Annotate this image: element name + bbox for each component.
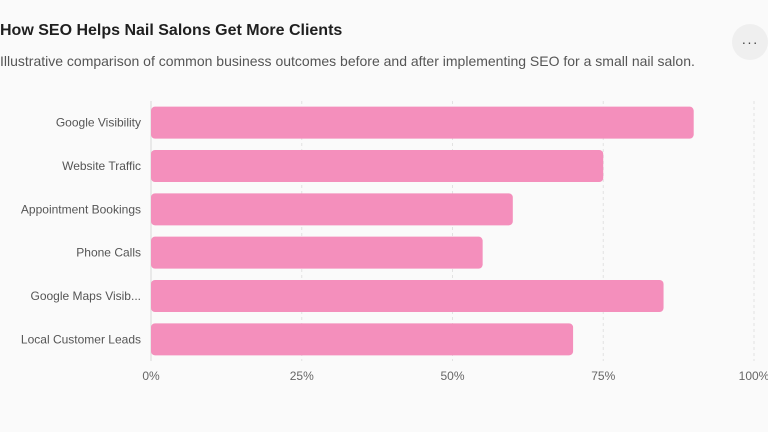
category-label: Google Visibility — [56, 116, 141, 130]
more-options-button[interactable]: ··· — [732, 24, 768, 60]
bar — [151, 323, 574, 356]
bar — [151, 106, 694, 139]
bar — [151, 150, 604, 182]
category-label: Appointment Bookings — [21, 202, 141, 216]
category-label: Google Maps Visib... — [30, 289, 141, 303]
x-tick-label: 25% — [290, 369, 314, 383]
bar — [151, 193, 513, 226]
category-label: Local Customer Leads — [21, 332, 141, 346]
more-horizontal-icon: ··· — [741, 34, 759, 50]
chart-subtitle: Illustrative comparison of common busine… — [0, 53, 695, 69]
x-tick-label: 100% — [739, 369, 768, 383]
x-tick-label: 75% — [591, 369, 615, 383]
category-label: Website Traffic — [62, 159, 141, 173]
bar — [151, 280, 664, 312]
x-tick-label: 50% — [440, 369, 464, 383]
x-tick-label: 0% — [142, 369, 160, 383]
bar — [151, 236, 483, 269]
chart-title: How SEO Helps Nail Salons Get More Clien… — [0, 22, 343, 39]
category-label: Phone Calls — [76, 246, 141, 260]
